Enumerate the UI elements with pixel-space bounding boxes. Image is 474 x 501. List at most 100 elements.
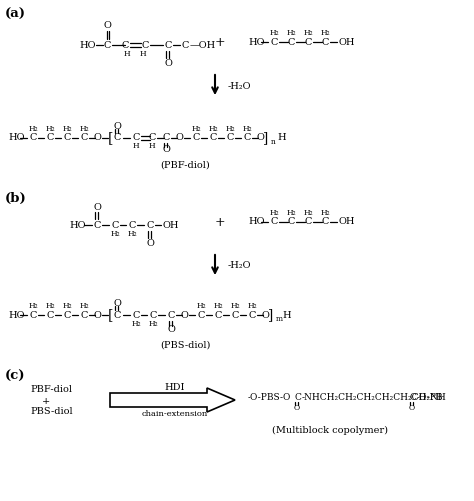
Text: C: C (103, 41, 111, 50)
Text: O: O (113, 299, 121, 308)
Text: H₂: H₂ (303, 29, 313, 37)
Text: C: C (162, 133, 170, 142)
Text: +: + (215, 215, 225, 228)
Text: HDI: HDI (165, 382, 185, 391)
Text: m: m (276, 315, 283, 323)
Text: C: C (270, 38, 278, 47)
Text: O: O (164, 59, 172, 68)
Text: C: C (113, 133, 121, 142)
Text: C: C (248, 311, 255, 320)
Text: C: C (149, 311, 157, 320)
Text: H₂: H₂ (247, 302, 257, 310)
Text: C: C (410, 393, 417, 402)
FancyArrow shape (110, 388, 235, 412)
Text: H₂: H₂ (320, 209, 330, 217)
Text: H₂: H₂ (131, 320, 141, 328)
Text: ]: ] (264, 131, 269, 145)
Text: -O-PBS-O: -O-PBS-O (248, 393, 292, 402)
Text: H₂: H₂ (269, 29, 279, 37)
Text: O: O (294, 404, 300, 412)
Text: PBS-diol: PBS-diol (30, 407, 73, 416)
Text: H₂: H₂ (62, 302, 72, 310)
Text: n: n (271, 138, 276, 146)
Text: C: C (226, 133, 234, 142)
Text: H: H (277, 133, 286, 142)
Text: -H₂O: -H₂O (228, 262, 252, 271)
Text: -H₂O: -H₂O (228, 82, 252, 91)
Text: (PBS-diol): (PBS-diol) (160, 341, 210, 350)
Text: O: O (93, 311, 101, 320)
Text: C: C (93, 220, 100, 229)
Text: C: C (197, 311, 205, 320)
Text: HO: HO (8, 133, 25, 142)
Text: O: O (409, 404, 415, 412)
Text: H₂: H₂ (303, 209, 313, 217)
Text: PBF-diol: PBF-diol (30, 385, 72, 394)
Text: (a): (a) (5, 8, 26, 21)
Text: C: C (113, 311, 121, 320)
Text: chain-extension: chain-extension (142, 410, 208, 418)
Text: (c): (c) (5, 370, 26, 383)
Text: C: C (132, 133, 140, 142)
Text: H: H (149, 142, 155, 150)
Text: HO: HO (79, 41, 95, 50)
Text: C: C (214, 311, 222, 320)
Text: C: C (80, 133, 88, 142)
Text: H₂: H₂ (286, 209, 296, 217)
Text: H₂: H₂ (127, 230, 137, 238)
Text: H₂: H₂ (148, 320, 158, 328)
Text: H₂: H₂ (225, 125, 235, 133)
Text: O: O (162, 145, 170, 154)
Text: O: O (167, 325, 175, 334)
Text: H₂: H₂ (286, 29, 296, 37)
Text: H₂: H₂ (208, 125, 218, 133)
Text: +: + (42, 396, 50, 405)
Text: H₂: H₂ (196, 302, 206, 310)
Text: H₂: H₂ (28, 125, 38, 133)
Text: [: [ (107, 308, 113, 322)
Text: H₂: H₂ (45, 302, 55, 310)
Text: C: C (64, 311, 71, 320)
Text: C: C (321, 38, 328, 47)
Text: H₂: H₂ (45, 125, 55, 133)
Text: C: C (164, 41, 172, 50)
Text: C: C (146, 220, 154, 229)
Text: -O-PB: -O-PB (417, 393, 444, 402)
Text: C: C (46, 311, 54, 320)
Text: (b): (b) (5, 192, 27, 205)
Text: O: O (261, 311, 269, 320)
Text: OH: OH (339, 217, 356, 226)
Text: C: C (182, 41, 190, 50)
Text: H: H (133, 142, 139, 150)
Text: [: [ (107, 131, 113, 145)
Text: H₂: H₂ (242, 125, 252, 133)
Text: C: C (132, 311, 140, 320)
Text: (PBF-diol): (PBF-diol) (160, 160, 210, 169)
Text: HO: HO (248, 38, 264, 47)
Text: H₂: H₂ (62, 125, 72, 133)
Text: O: O (175, 133, 183, 142)
Text: C: C (111, 220, 118, 229)
Text: C: C (148, 133, 155, 142)
Text: HO: HO (69, 220, 85, 229)
Text: OH: OH (339, 38, 356, 47)
Text: C: C (29, 133, 36, 142)
Text: C: C (321, 217, 328, 226)
Text: OH: OH (163, 220, 180, 229)
Text: C: C (210, 133, 217, 142)
Text: H₂: H₂ (230, 302, 240, 310)
Text: H₂: H₂ (191, 125, 201, 133)
Text: -NHCH₂CH₂CH₂CH₂CH₂CH₂NH: -NHCH₂CH₂CH₂CH₂CH₂CH₂NH (302, 393, 447, 402)
Text: C: C (304, 217, 312, 226)
Text: C: C (192, 133, 200, 142)
Text: C: C (287, 38, 295, 47)
Text: ]: ] (268, 308, 273, 322)
Text: C: C (121, 41, 128, 50)
Text: C: C (270, 217, 278, 226)
Text: C: C (29, 311, 36, 320)
Text: H: H (124, 50, 130, 58)
Text: C: C (128, 220, 136, 229)
Text: C: C (287, 217, 295, 226)
Text: H₂: H₂ (28, 302, 38, 310)
Text: —OH: —OH (190, 41, 216, 50)
